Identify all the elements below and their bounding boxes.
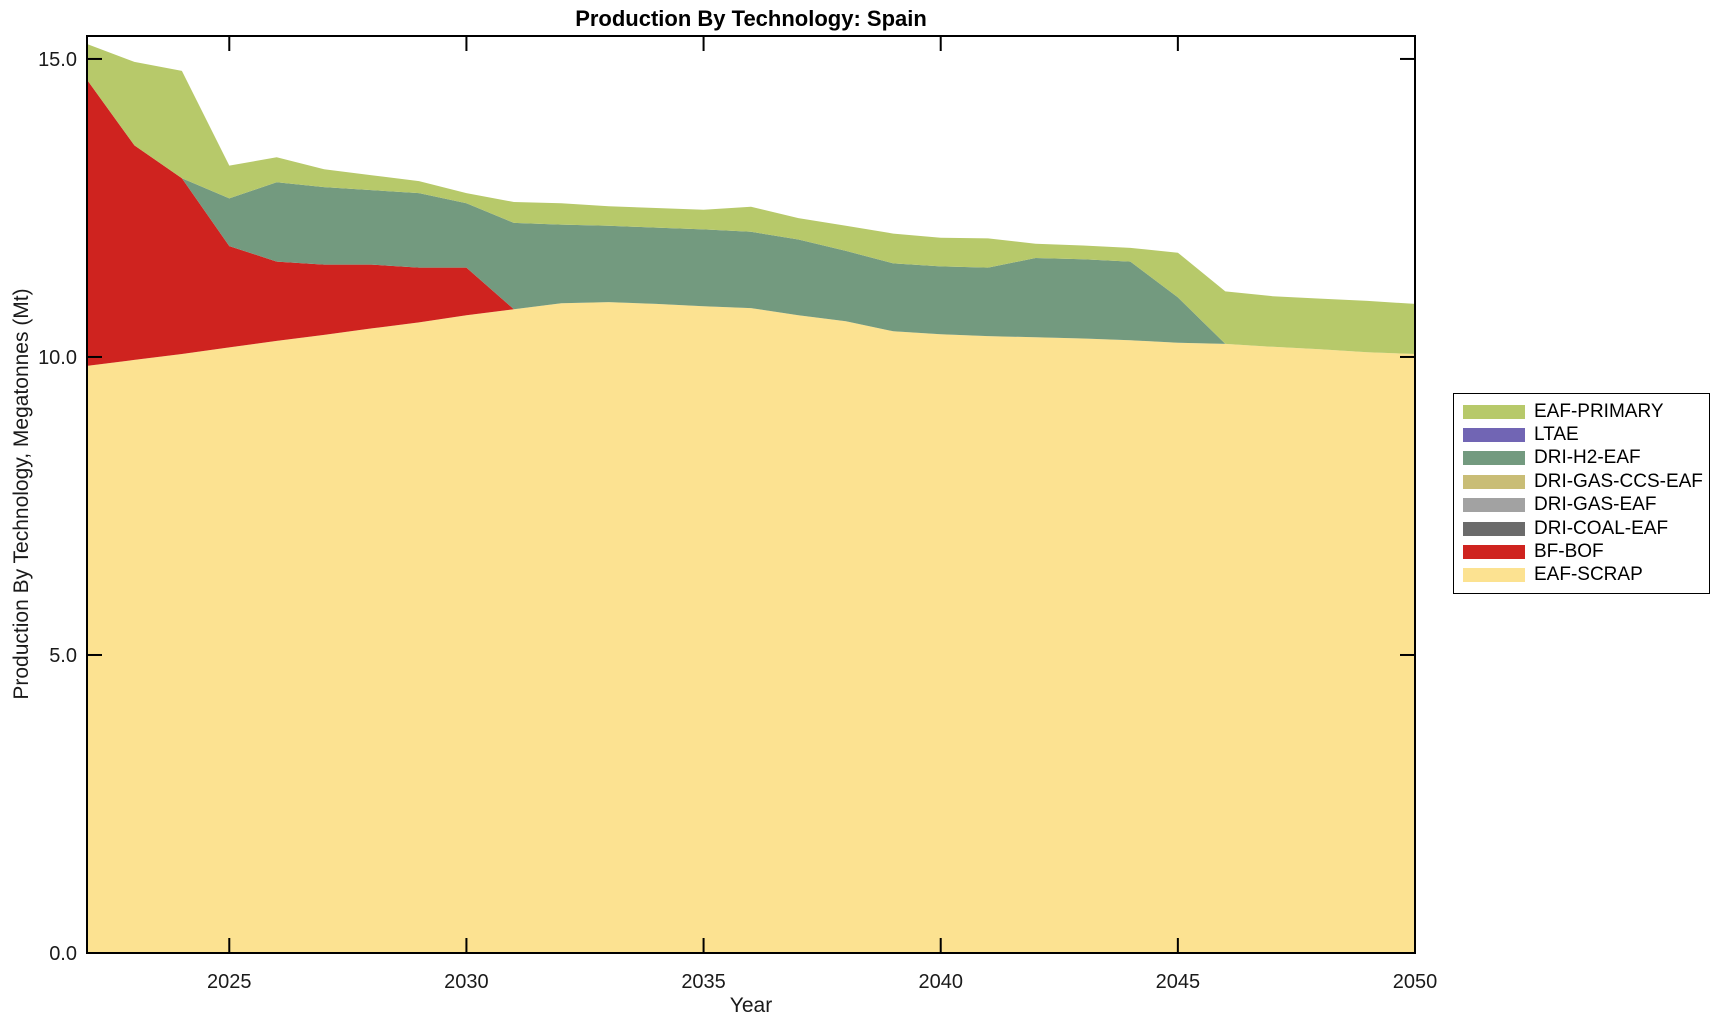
tick-labels: 2025 2030 2035 2040 2045 2050 0.0 5.0 10.0 15.0 bbox=[38, 49, 1437, 993]
legend-item-bf-bof: BF-BOF bbox=[1463, 540, 1709, 563]
x-tick-label: 2040 bbox=[918, 971, 963, 993]
x-tick-label: 2045 bbox=[1156, 971, 1201, 993]
x-tick-label: 2025 bbox=[207, 971, 252, 993]
legend-swatch bbox=[1463, 498, 1525, 513]
area-eaf-scrap bbox=[87, 302, 1415, 954]
legend-swatch bbox=[1463, 521, 1525, 536]
legend-label: DRI-GAS-EAF bbox=[1534, 494, 1657, 516]
legend-label: EAF-SCRAP bbox=[1534, 564, 1643, 586]
y-tick-label: 15.0 bbox=[38, 49, 77, 71]
x-tick-label: 2050 bbox=[1393, 971, 1438, 993]
plot-frame bbox=[86, 35, 1416, 954]
legend-item-dri-coal-eaf: DRI-COAL-EAF bbox=[1463, 517, 1709, 540]
legend-swatch bbox=[1463, 474, 1525, 489]
legend-label: LTAE bbox=[1534, 424, 1579, 446]
area-dri-h2-eaf bbox=[87, 79, 1415, 355]
legend-swatch bbox=[1463, 544, 1525, 559]
legend-item-eaf-scrap: EAF-SCRAP bbox=[1463, 564, 1709, 587]
legend-item-dri-gas-ccs-eaf: DRI-GAS-CCS-EAF bbox=[1463, 470, 1709, 493]
legend-swatch bbox=[1463, 568, 1525, 583]
legend-item-dri-h2-eaf: DRI-H2-EAF bbox=[1463, 447, 1709, 470]
legend-item-ltae: LTAE bbox=[1463, 423, 1709, 446]
y-axis-label: Production By Technology, Megatonnes (Mt… bbox=[10, 288, 33, 700]
legend-item-dri-gas-eaf: DRI-GAS-EAF bbox=[1463, 494, 1709, 517]
legend-label: EAF-PRIMARY bbox=[1534, 400, 1664, 422]
y-tick-label: 10.0 bbox=[38, 347, 77, 369]
legend-swatch bbox=[1463, 404, 1525, 419]
y-tick-label: 5.0 bbox=[49, 645, 77, 667]
area-bf-bof bbox=[87, 79, 1415, 366]
legend-label: DRI-H2-EAF bbox=[1534, 447, 1641, 469]
x-axis-label: Year bbox=[729, 994, 773, 1017]
x-tick-label: 2035 bbox=[681, 971, 726, 993]
legend-label: DRI-COAL-EAF bbox=[1534, 517, 1669, 539]
stacked-areas bbox=[87, 44, 1415, 954]
y-tick-label: 0.0 bbox=[49, 943, 77, 965]
legend-label: BF-BOF bbox=[1534, 540, 1604, 562]
x-tick-label: 2030 bbox=[444, 971, 489, 993]
chart-title: Production By Technology: Spain bbox=[575, 6, 927, 31]
legend-item-eaf-primary: EAF-PRIMARY bbox=[1463, 400, 1709, 423]
legend-label: DRI-GAS-CCS-EAF bbox=[1534, 470, 1703, 492]
area-eaf-primary bbox=[87, 44, 1415, 354]
legend-swatch bbox=[1463, 451, 1525, 466]
legend-swatch bbox=[1463, 428, 1525, 443]
legend: EAF-PRIMARY LTAE DRI-H2-EAF DRI-GAS-CCS-EAF… bbox=[1453, 393, 1710, 594]
